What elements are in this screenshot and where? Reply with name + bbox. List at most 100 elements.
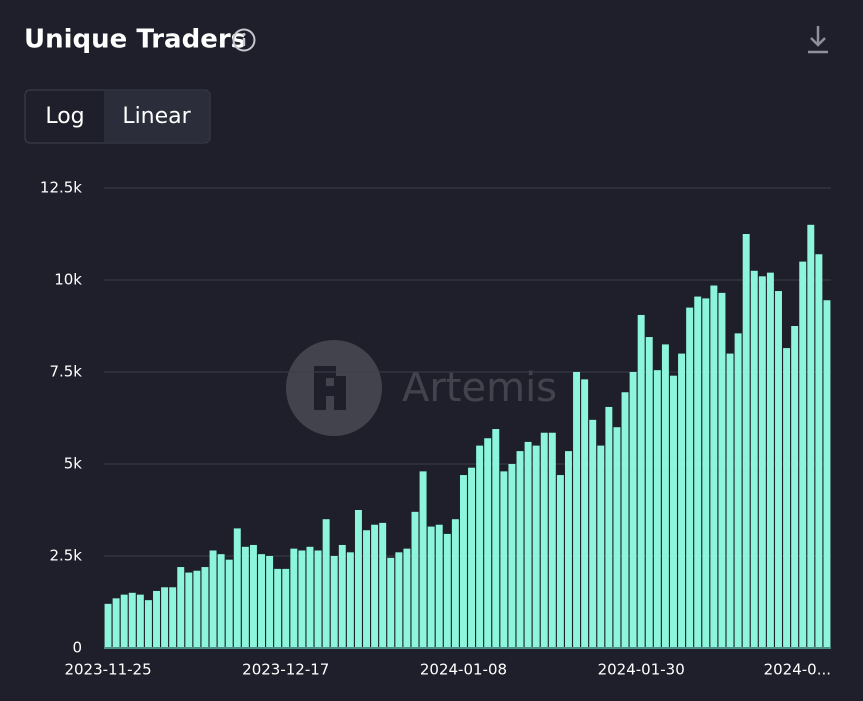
bar [104, 603, 112, 648]
bar [233, 528, 241, 648]
bar [775, 291, 782, 648]
bar [451, 519, 459, 648]
bar [322, 519, 330, 648]
bar [306, 546, 314, 648]
bar [193, 570, 201, 648]
bar [435, 524, 443, 648]
bar [621, 392, 629, 648]
watermark: Artemis [286, 340, 557, 436]
bar [694, 296, 702, 648]
bar [476, 445, 484, 648]
bar [419, 471, 427, 648]
y-tick-label: 12.5k [40, 179, 82, 197]
bar [411, 511, 419, 648]
bar [645, 337, 653, 648]
watermark-text: Artemis [402, 365, 557, 411]
bar [807, 224, 815, 649]
bar [201, 567, 209, 648]
bar [379, 522, 387, 648]
bar [128, 592, 136, 648]
bar [734, 333, 742, 648]
bar [266, 556, 274, 648]
bar [395, 552, 403, 648]
x-tick-label: 2024-01-08 [420, 661, 507, 679]
bar [613, 427, 621, 648]
bar [678, 353, 686, 648]
bar [661, 344, 669, 648]
x-tick-label: 2024-0... [764, 661, 831, 679]
bar [524, 441, 532, 648]
bar [508, 464, 516, 648]
bar [766, 272, 774, 648]
bar [799, 261, 807, 648]
bar [823, 300, 831, 648]
bar [629, 372, 637, 648]
bar [532, 445, 540, 648]
y-tick-label: 0 [72, 639, 82, 657]
bar [217, 554, 225, 648]
bar [112, 598, 120, 648]
y-tick-label: 10k [54, 271, 82, 289]
bar [653, 370, 661, 648]
bar [742, 234, 750, 648]
bar [153, 590, 160, 648]
bar [136, 594, 144, 648]
bar [274, 568, 282, 648]
bar [443, 533, 451, 648]
bar [556, 475, 564, 648]
bar [758, 276, 766, 648]
bar [783, 348, 791, 648]
bar [589, 419, 597, 648]
bar [637, 314, 645, 648]
bar [225, 559, 233, 648]
x-tick-label: 2024-01-30 [598, 661, 685, 679]
bar [718, 292, 726, 648]
toggle-selected-bg [104, 91, 209, 142]
download-icon[interactable] [808, 26, 828, 54]
toggle-button[interactable]: Linear [122, 104, 191, 129]
bar [185, 572, 193, 648]
bar [468, 467, 476, 648]
bar [427, 526, 435, 648]
bar [144, 600, 152, 648]
toggle-button[interactable]: Log [45, 104, 84, 129]
bar [815, 254, 823, 649]
bar [605, 406, 613, 648]
bar [169, 587, 177, 648]
bar [791, 326, 799, 648]
bar [710, 285, 718, 648]
bar [209, 550, 217, 648]
bar [750, 270, 758, 648]
x-tick-label: 2023-12-17 [242, 661, 329, 679]
bar [702, 298, 710, 648]
bar [298, 550, 306, 648]
bar [371, 524, 379, 648]
info-icon[interactable] [232, 28, 256, 52]
bar [540, 432, 548, 648]
bar [670, 375, 677, 648]
bar [330, 556, 338, 648]
bar [686, 307, 694, 648]
bar [726, 353, 734, 648]
bar [314, 550, 322, 648]
bar [282, 568, 290, 648]
bar [120, 594, 128, 648]
bar [597, 445, 605, 648]
bar [249, 544, 257, 648]
bar [484, 438, 492, 648]
bar [258, 554, 265, 648]
bar [548, 432, 556, 648]
x-tick-label: 2023-11-25 [64, 661, 151, 679]
bar [492, 429, 500, 648]
bar [346, 552, 354, 648]
chart-title: Unique Traders [24, 25, 246, 55]
bar [363, 530, 371, 648]
bar [354, 510, 362, 648]
bar [459, 475, 467, 648]
bar [516, 451, 524, 648]
bar [338, 544, 346, 648]
bar [573, 372, 581, 648]
y-tick-label: 5k [64, 455, 83, 473]
y-tick-label: 2.5k [49, 547, 82, 565]
